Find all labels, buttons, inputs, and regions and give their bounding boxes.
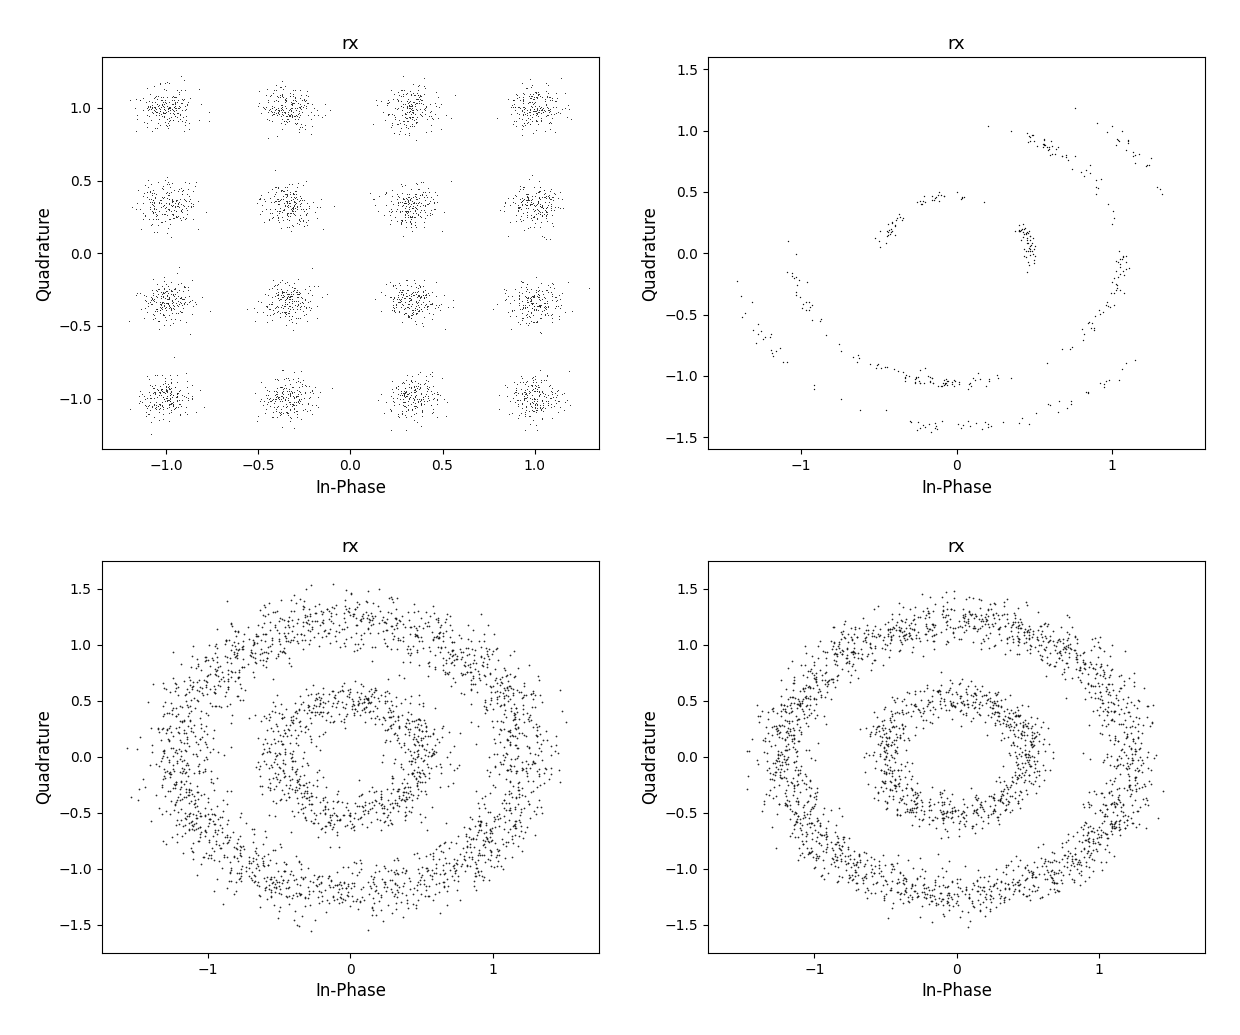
X-axis label: In-Phase: In-Phase xyxy=(921,478,992,497)
X-axis label: In-Phase: In-Phase xyxy=(315,982,386,1000)
X-axis label: In-Phase: In-Phase xyxy=(921,982,992,1000)
Y-axis label: Quadrature: Quadrature xyxy=(35,206,53,300)
Y-axis label: Quadrature: Quadrature xyxy=(641,206,658,300)
Title: rx: rx xyxy=(341,538,360,557)
X-axis label: In-Phase: In-Phase xyxy=(315,478,386,497)
Y-axis label: Quadrature: Quadrature xyxy=(641,709,658,804)
Title: rx: rx xyxy=(947,538,965,557)
Y-axis label: Quadrature: Quadrature xyxy=(35,709,53,804)
Title: rx: rx xyxy=(341,35,360,53)
Title: rx: rx xyxy=(947,35,965,53)
